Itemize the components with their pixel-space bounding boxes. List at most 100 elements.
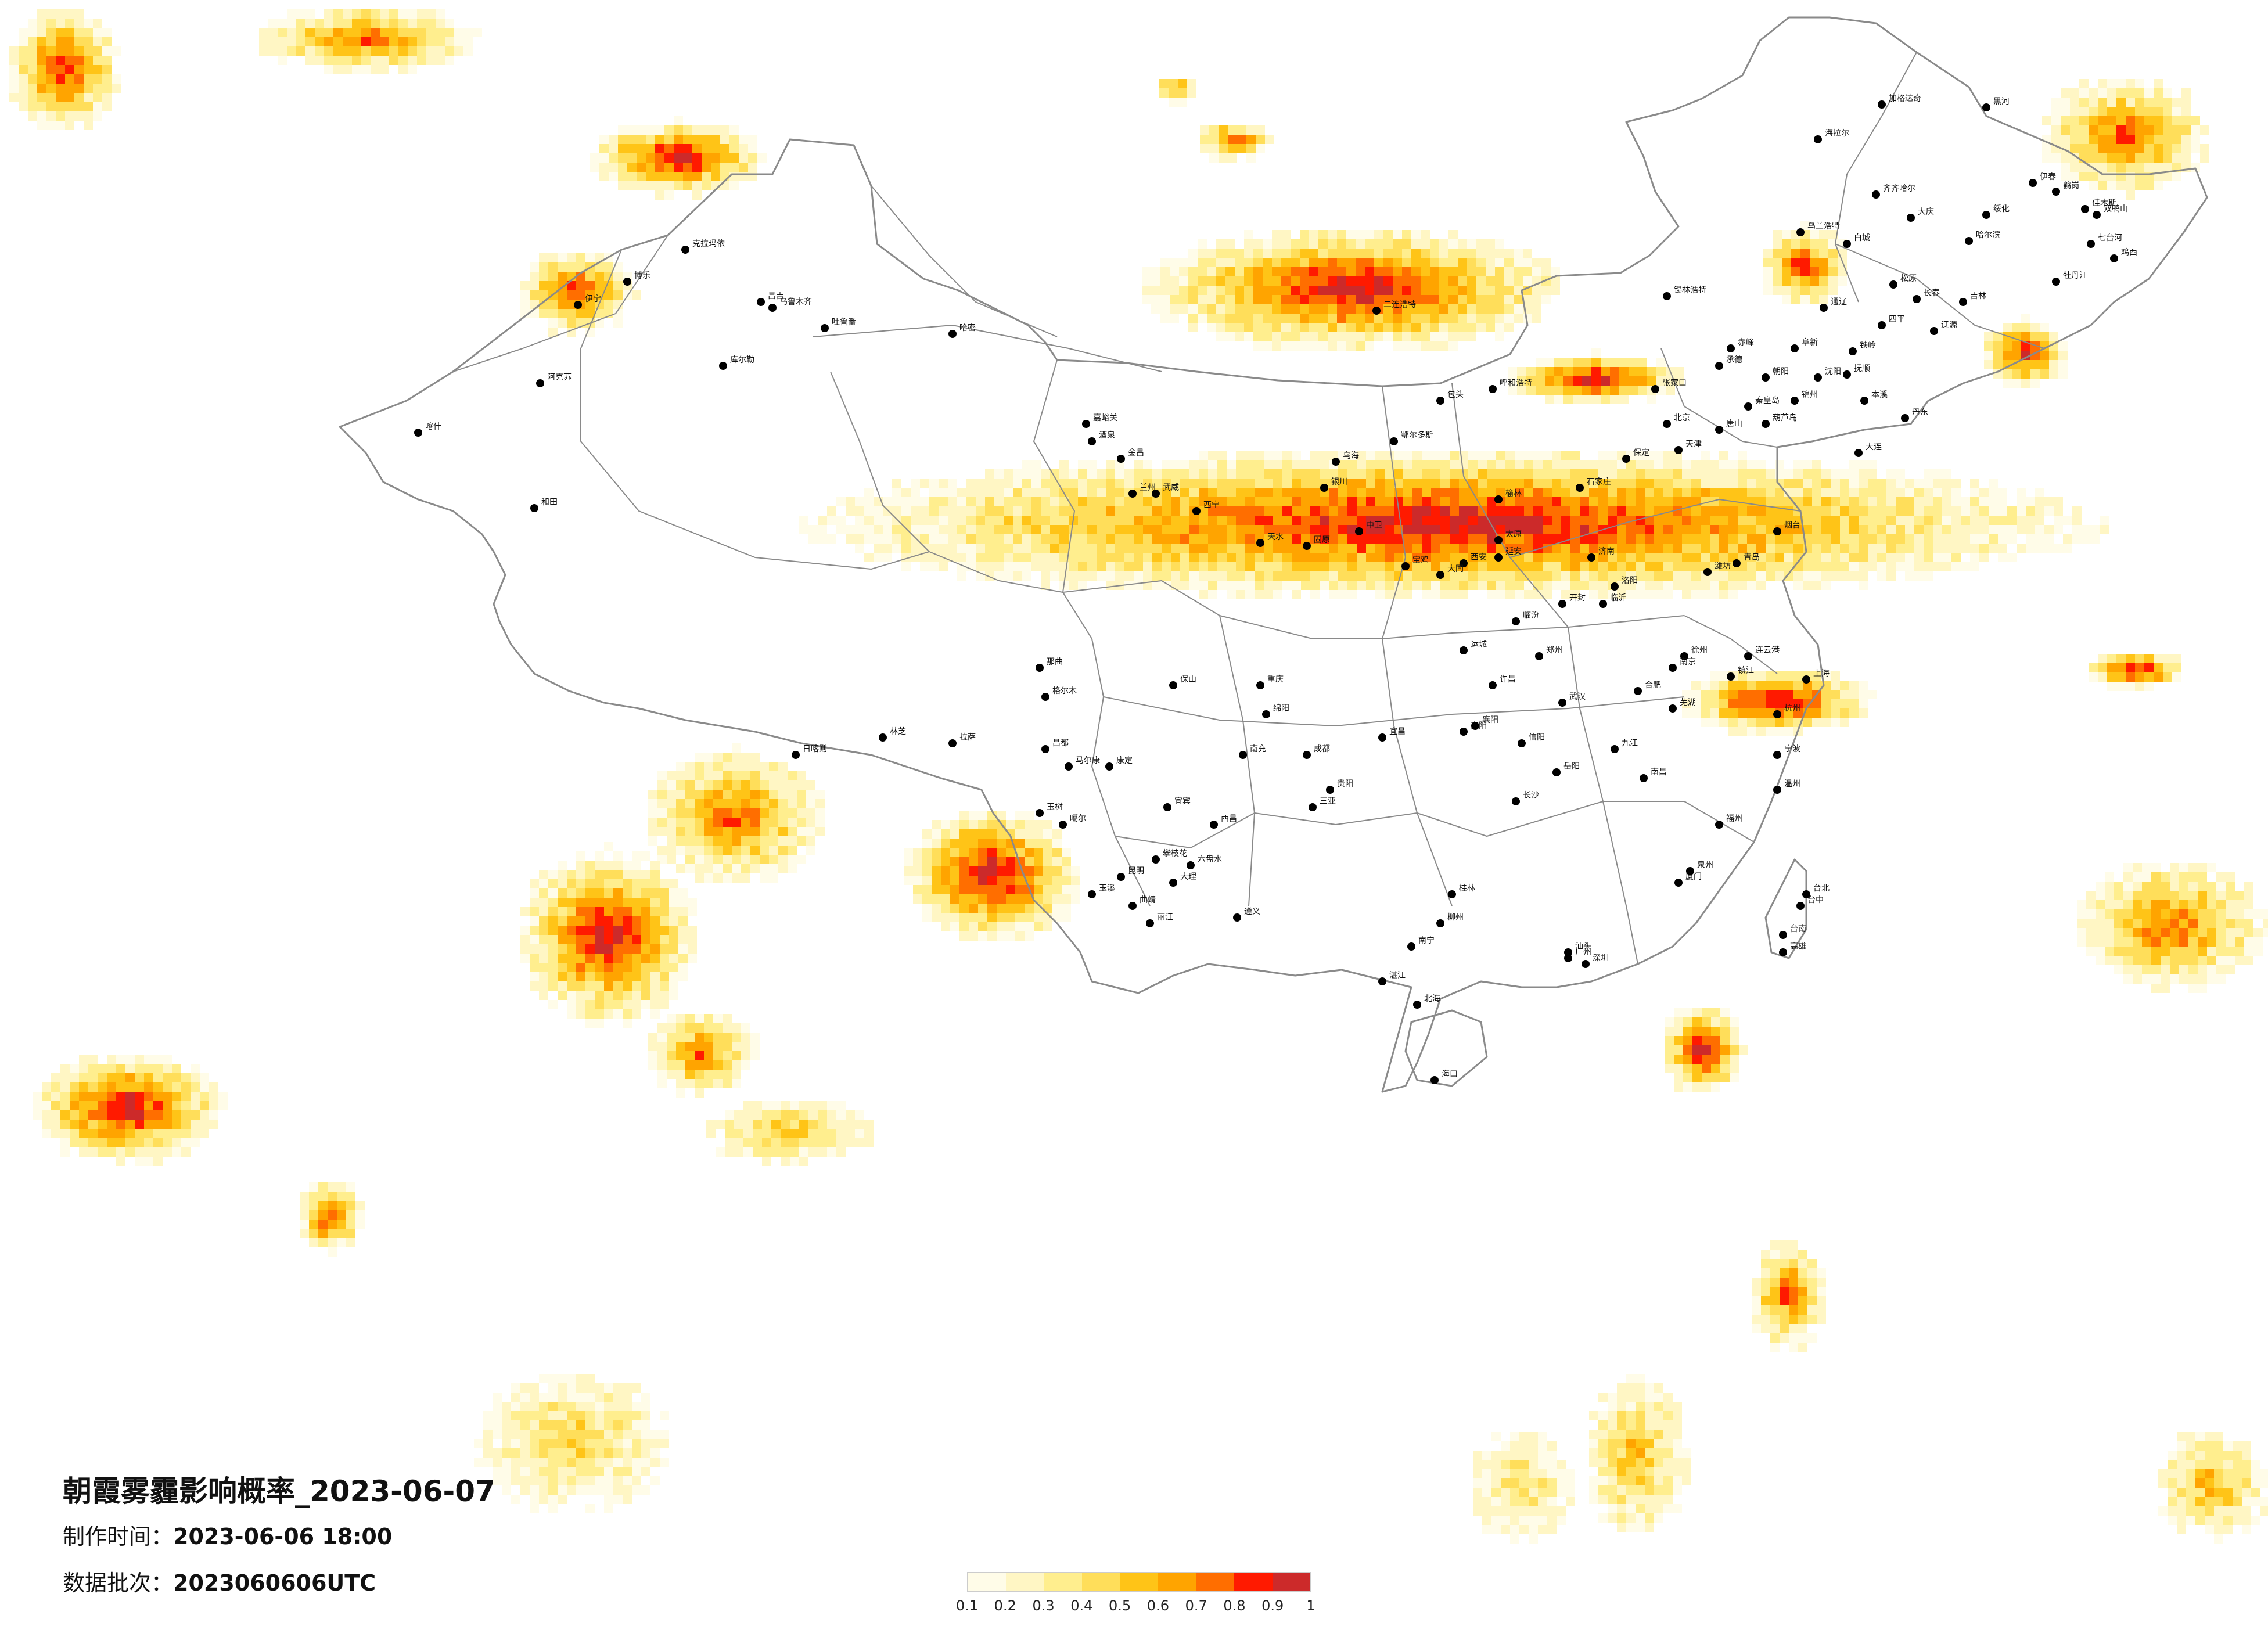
city-marker: 乌兰浩特 [1796,222,1840,236]
city-marker: 西安 [1460,553,1487,567]
city-dot [1965,237,1973,245]
city-marker: 伊春 [2029,172,2056,187]
city-label: 嘉峪关 [1093,413,1117,423]
city-marker: 酒泉 [1088,430,1115,445]
city-label: 许昌 [1500,675,1516,684]
city-marker: 青岛 [1733,553,1760,567]
city-dot [1640,774,1648,782]
city-marker: 九江 [1611,739,1638,753]
city-marker: 大连 [1854,443,1882,457]
city-label: 烟台 [1784,521,1800,530]
city-label: 佳木斯 [2092,199,2116,208]
city-dot [1372,307,1381,315]
city-label: 成都 [1314,744,1330,754]
city-label: 台中 [1807,895,1824,905]
city-label: 杭州 [1784,704,1800,713]
city-marker: 昌都 [1041,739,1069,753]
city-marker: 乌海 [1332,451,1359,466]
city-dot [1651,385,1659,393]
city-dot [1930,327,1938,335]
city-label: 运城 [1471,640,1487,649]
city-dot [1843,240,1851,248]
city-label: 秦皇岛 [1755,396,1780,405]
city-marker: 双鸭山 [2093,204,2128,219]
city-label: 日喀则 [803,744,827,754]
city-marker: 许昌 [1489,675,1516,689]
city-marker: 七台河 [2087,233,2122,248]
city-label: 西安 [1471,553,1487,562]
city-dot [2110,254,2118,262]
city-marker: 和田 [530,498,558,512]
city-label: 昆明 [1128,866,1144,876]
city-marker: 湛江 [1378,971,1406,985]
city-marker: 太原 [1494,530,1522,544]
city-dot [1117,455,1125,463]
city-dot [1791,344,1799,352]
city-marker: 郑州 [1535,646,1562,660]
city-marker: 临汾 [1512,611,1539,625]
city-marker: 黑河 [1982,97,2010,111]
hainan-outline [1404,1009,1488,1087]
city-label: 北京 [1674,413,1690,423]
city-dot [1773,751,1781,759]
city-marker: 深圳 [1582,954,1609,968]
legend-tick-label: 0.7 [1185,1598,1207,1614]
city-label: 济南 [1598,547,1615,556]
city-marker: 佳木斯 [2081,199,2116,213]
city-label: 石家庄 [1587,477,1611,487]
legend-swatch-9 [1272,1573,1311,1591]
city-dot [1773,786,1781,794]
city-label: 六盘水 [1198,854,1222,864]
city-marker: 伊宁 [574,294,601,309]
city-label: 酒泉 [1099,430,1115,440]
city-dot [1448,890,1456,898]
city-dot [1558,699,1566,707]
color-legend: 0.1 0.2 0.3 0.4 0.5 0.6 0.7 0.8 0.9 1 [956,1572,1315,1618]
city-label: 固原 [1314,535,1330,545]
city-label: 开封 [1569,593,1586,603]
city-dot [1611,582,1619,591]
city-label: 铁岭 [1860,341,1876,350]
city-label: 青岛 [1744,553,1760,562]
city-label: 锦州 [1802,390,1818,400]
city-dot [1378,977,1386,985]
province-boundaries [339,16,2208,1093]
city-label: 太原 [1505,530,1522,539]
city-dot [1558,600,1566,608]
legend-swatch-2 [1005,1573,1044,1591]
city-label: 绥化 [1993,204,2010,214]
city-dot [1779,931,1787,939]
city-dot [768,304,777,312]
city-marker: 库尔勒 [719,355,754,370]
city-label: 芜湖 [1680,697,1696,707]
city-marker: 石家庄 [1576,477,1611,492]
city-label: 玉溪 [1099,884,1115,893]
city-dot [1802,675,1810,684]
city-dot [1436,571,1444,579]
city-marker: 北京 [1663,413,1690,428]
city-label: 阜新 [1802,337,1818,347]
city-dot [1587,553,1595,562]
city-marker: 大理 [1169,872,1196,887]
city-marker: 通辽 [1820,297,1847,312]
city-label: 三亚 [1320,797,1336,806]
city-marker: 那曲 [1036,657,1063,672]
city-label: 哈密 [959,323,976,333]
legend-tick-label: 0.1 [955,1598,979,1614]
city-label: 长春 [1924,289,1940,298]
city-dot [1152,490,1160,498]
city-dot [1762,420,1770,428]
city-dot [681,246,689,254]
city-marker: 包头 [1436,390,1464,405]
city-dot [1535,652,1543,660]
city-marker: 烟台 [1773,521,1800,535]
city-label: 连云港 [1755,646,1780,655]
city-dot [2029,179,2037,187]
city-marker: 合肥 [1634,681,1661,695]
city-marker: 马尔康 [1065,756,1100,771]
city-marker: 阿克苏 [536,373,572,387]
city-label: 鹤岗 [2063,181,2079,190]
city-dot [1036,809,1044,817]
city-label: 遵义 [1244,906,1260,916]
city-dot [1192,507,1201,515]
